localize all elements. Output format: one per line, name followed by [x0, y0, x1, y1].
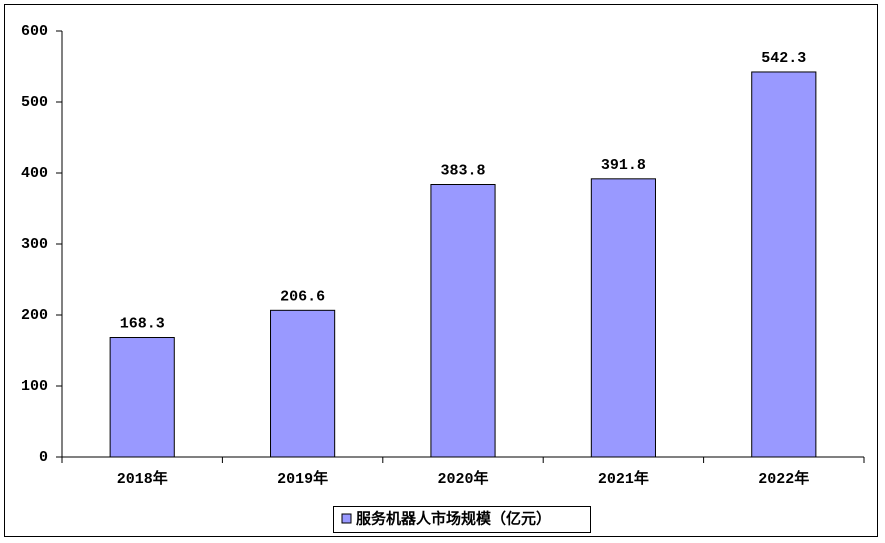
y-tick-label: 200 — [21, 307, 48, 324]
data-label: 542.3 — [761, 50, 806, 67]
legend-label: 服务机器人市场规模（亿元） — [356, 509, 551, 528]
y-tick-label: 300 — [21, 236, 48, 253]
y-tick-label: 500 — [21, 94, 48, 111]
data-label: 391.8 — [601, 157, 646, 174]
x-tick-label: 2019年 — [277, 469, 328, 488]
bar — [751, 71, 817, 458]
y-tick-label: 400 — [21, 165, 48, 182]
legend-box — [333, 506, 591, 533]
y-tick-label: 100 — [21, 378, 48, 395]
y-tick-label: 0 — [39, 449, 48, 466]
bar — [590, 178, 656, 458]
x-tick-label: 2021年 — [598, 469, 649, 488]
bar — [109, 337, 175, 458]
data-label: 383.8 — [440, 162, 485, 179]
bar — [270, 309, 336, 458]
legend-swatch — [341, 513, 352, 524]
x-tick-label: 2020年 — [437, 469, 488, 488]
data-label: 206.6 — [280, 288, 325, 305]
bar — [430, 184, 496, 458]
y-tick-label: 600 — [21, 23, 48, 40]
data-label: 168.3 — [120, 315, 165, 332]
x-tick-label: 2018年 — [117, 469, 168, 488]
x-tick-label: 2022年 — [758, 469, 809, 488]
